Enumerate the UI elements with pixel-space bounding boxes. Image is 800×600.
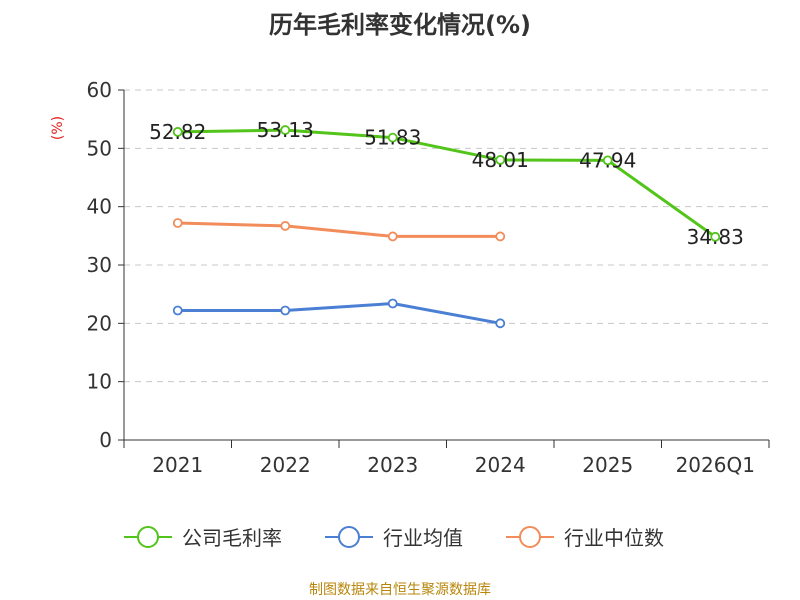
data-label-2026Q1: 34.83: [687, 225, 744, 249]
y-tick-label-20: 20: [87, 311, 112, 335]
legend-swatch-marker-0: [137, 526, 159, 548]
series-0-point-2023: [387, 132, 398, 143]
legend-label-1: 行业均值: [383, 526, 463, 550]
legend-swatch-marker-1: [338, 526, 360, 548]
y-tick-label-50: 50: [87, 136, 112, 160]
legend: 公司毛利率 行业均值 行业中位数: [124, 526, 664, 550]
x-tick-label-2023: 2023: [367, 453, 418, 477]
chart-title: 历年毛利率变化情况(%): [269, 11, 531, 39]
legend-item-0: 公司毛利率: [124, 526, 282, 550]
data-label-2022: 53.13: [257, 118, 314, 142]
data-label-2024: 48.01: [472, 148, 529, 172]
series-0-point-2021: [172, 126, 183, 137]
series-1-point-2023: [387, 298, 398, 309]
y-tick-label-30: 30: [87, 253, 112, 277]
y-axis-unit-label: (%): [50, 116, 66, 140]
legend-item-2: 行业中位数: [506, 526, 664, 550]
series-1-point-2024: [495, 318, 506, 329]
data-label-2021: 52.82: [149, 120, 206, 144]
y-tick-label-40: 40: [87, 195, 112, 219]
series-1-point-2022: [280, 305, 291, 316]
data-label-2023: 51.83: [364, 126, 421, 150]
series-0-point-2025: [602, 155, 613, 166]
series-1-point-2021: [172, 305, 183, 316]
axes: 0 10 20 30 40 50 60 2021 2022 2023 2024 2025 2026Q1: [87, 78, 770, 477]
data-label-2025: 47.94: [579, 148, 636, 172]
x-tick-label-2021: 2021: [152, 453, 203, 477]
legend-swatch-marker-2: [519, 526, 541, 548]
series-0-point-2026Q1: [710, 231, 721, 242]
series-2-point-2021: [172, 218, 183, 228]
series-0-point-2024: [495, 155, 506, 165]
x-tick-label-2025: 2025: [582, 453, 633, 477]
series-2-point-2023: [387, 231, 398, 242]
legend-label-0: 公司毛利率: [182, 526, 282, 550]
legend-item-1: 行业均值: [325, 526, 463, 550]
series-2-point-2022: [280, 221, 291, 231]
x-tick-label-2026Q1: 2026Q1: [676, 453, 755, 477]
series-0-point-2022: [280, 125, 291, 135]
data-labels: 52.82 53.13 51.83 48.01 47.94 34.83: [149, 118, 744, 249]
series-2-line: [177, 221, 501, 238]
source-note: 制图数据来自恒生聚源数据库: [309, 582, 491, 598]
series-lines: [172, 125, 721, 329]
y-tick-label-10: 10: [87, 370, 112, 394]
x-tick-label-2024: 2024: [475, 453, 526, 477]
legend-label-2: 行业中位数: [564, 526, 664, 550]
x-tick-label-2022: 2022: [260, 453, 311, 477]
y-tick-label-60: 60: [87, 78, 112, 102]
series-2-point-2024: [495, 231, 506, 242]
y-tick-label-0: 0: [99, 428, 112, 452]
series-0-line: [177, 128, 717, 239]
series-1-line: [177, 302, 501, 325]
